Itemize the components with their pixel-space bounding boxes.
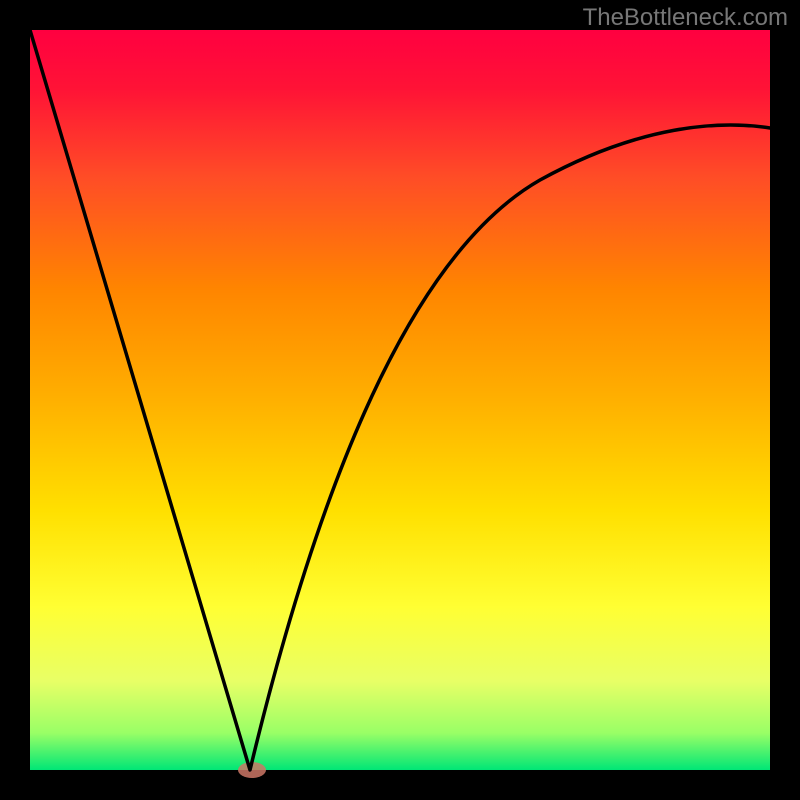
chart-container: TheBottleneck.com [0, 0, 800, 800]
bottleneck-chart [0, 0, 800, 800]
watermark-text: TheBottleneck.com [583, 4, 788, 32]
